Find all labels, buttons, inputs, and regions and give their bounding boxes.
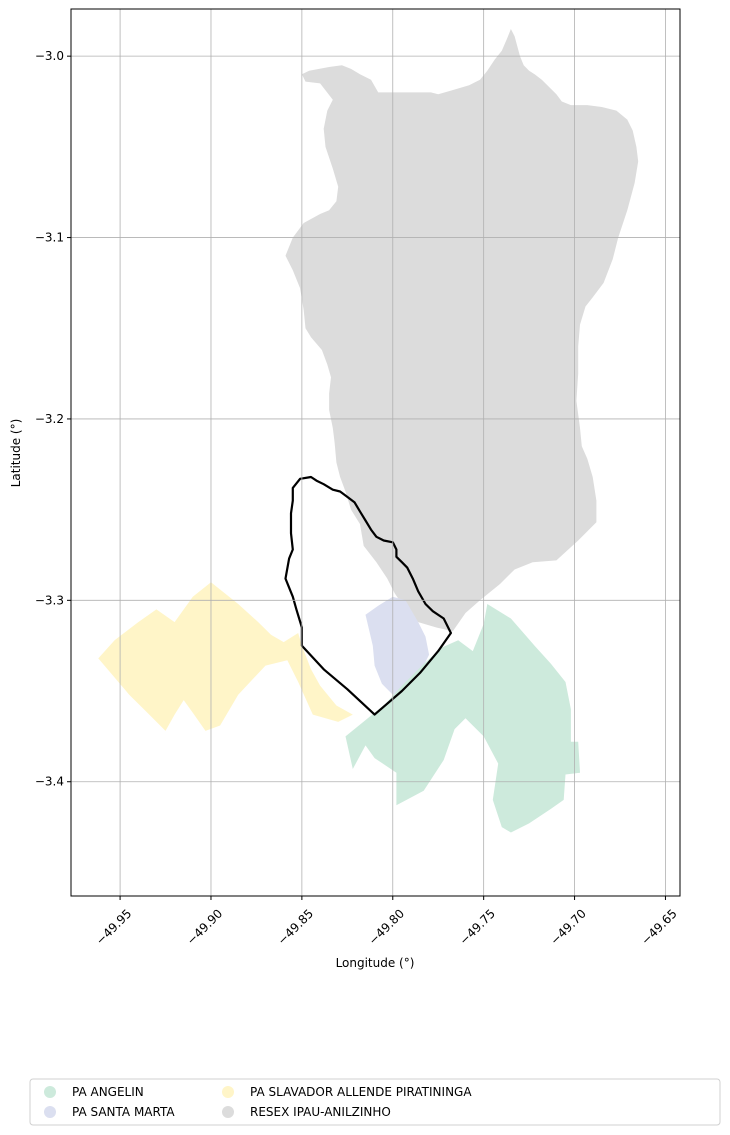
- legend-label-pa-santa-marta: PA SANTA MARTA: [72, 1105, 175, 1119]
- legend-marker-pa-santa-marta: [44, 1106, 56, 1118]
- y-ticks: −3.0 −3.1 −3.2 −3.3 −3.4: [35, 49, 71, 789]
- legend-marker-resex-ipau-anilzinho: [222, 1106, 234, 1118]
- legend-label-pa-slavador-allende-piratininga: PA SLAVADOR ALLENDE PIRATININGA: [250, 1085, 472, 1099]
- x-tick-label: −49.65: [638, 906, 679, 947]
- region-pa-slavador-allende-piratininga: [98, 582, 353, 731]
- y-axis-label: Latitude (°): [9, 419, 23, 488]
- x-tick-label: −49.85: [275, 906, 316, 947]
- outline-layer: [284, 475, 452, 716]
- x-tick-label: −49.95: [93, 906, 134, 947]
- legend-marker-pa-slavador-allende-piratininga: [222, 1086, 234, 1098]
- legend-box: [29, 1078, 721, 1126]
- legend-label-resex-ipau-anilzinho: RESEX IPAU-ANILZINHO: [250, 1105, 391, 1119]
- x-tick-label: −49.70: [548, 906, 589, 947]
- regions-layer: [98, 29, 639, 833]
- legend-marker-pa-angelin: [44, 1086, 56, 1098]
- y-tick-label: −3.2: [35, 412, 64, 426]
- x-tick-label: −49.80: [366, 906, 407, 947]
- y-tick-label: −3.3: [35, 593, 64, 607]
- y-tick-label: −3.1: [35, 231, 64, 245]
- study-area-outline: [284, 475, 452, 716]
- region-pa-angelin: [345, 604, 580, 833]
- region-pa-santa-marta: [365, 596, 430, 695]
- legend: PA ANGELIN PA SANTA MARTA PA SLAVADOR ALLE…: [29, 1078, 721, 1126]
- x-axis-label: Longitude (°): [336, 956, 415, 970]
- grid-layer: [71, 9, 680, 896]
- x-tick-label: −49.75: [457, 906, 498, 947]
- plot-frame: [70, 8, 681, 897]
- x-ticks: −49.95 −49.90 −49.85 −49.80 −49.75 −49.70 −49.…: [93, 896, 680, 948]
- y-tick-label: −3.0: [35, 49, 64, 63]
- y-tick-label: −3.4: [35, 775, 64, 789]
- legend-label-pa-angelin: PA ANGELIN: [72, 1085, 144, 1099]
- region-resex-ipau-anilzinho: [285, 29, 639, 632]
- x-tick-label: −49.90: [184, 906, 225, 947]
